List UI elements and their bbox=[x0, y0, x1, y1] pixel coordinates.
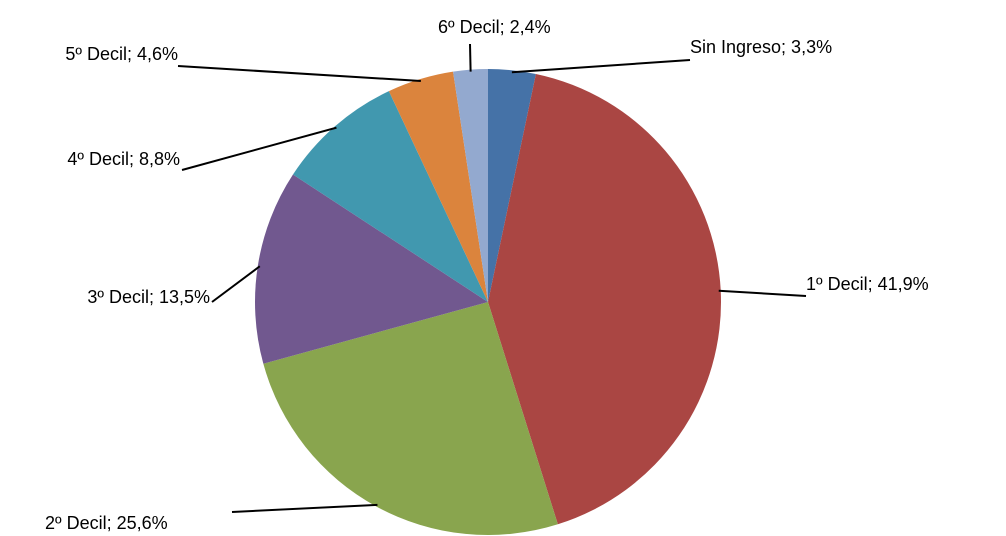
leader-line bbox=[181, 126, 337, 171]
pie-slice bbox=[388, 71, 488, 302]
pie-slice bbox=[292, 91, 488, 302]
leader-line bbox=[211, 265, 261, 303]
leader-line bbox=[511, 59, 691, 74]
leader-line bbox=[718, 289, 807, 297]
leader-line bbox=[177, 65, 421, 82]
data-label: 1º Decil; 41,9% bbox=[806, 274, 929, 294]
pie-slice bbox=[488, 69, 536, 302]
leader-line bbox=[469, 43, 472, 72]
data-label: 4º Decil; 8,8% bbox=[67, 149, 180, 169]
pie-slice bbox=[488, 73, 721, 525]
pie-slice bbox=[453, 69, 488, 302]
pie-slice bbox=[254, 174, 488, 364]
data-label: 3º Decil; 13,5% bbox=[87, 287, 210, 307]
data-label: 2º Decil; 25,6% bbox=[45, 513, 168, 533]
pie-slice bbox=[263, 302, 558, 535]
data-label: 5º Decil; 4,6% bbox=[65, 44, 178, 64]
leader-line bbox=[231, 503, 378, 513]
data-label: Sin Ingreso; 3,3% bbox=[690, 37, 832, 57]
data-label: 6º Decil; 2,4% bbox=[438, 17, 551, 37]
